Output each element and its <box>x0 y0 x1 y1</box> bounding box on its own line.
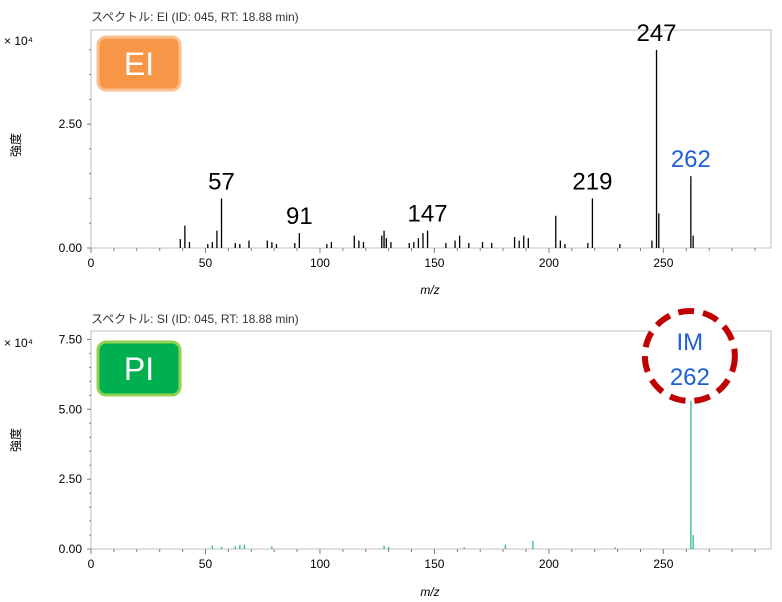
pi-badge-label: PI <box>124 351 154 387</box>
pi-x-tick-label: 250 <box>653 557 673 571</box>
ei-badge-label: EI <box>124 46 154 82</box>
pi-plot-frame <box>90 330 772 550</box>
ei-x-tick-label: 150 <box>424 256 444 270</box>
ei-peak-label: 262 <box>671 146 711 173</box>
ei-x-tick-label: 0 <box>88 256 95 270</box>
pi-im-label: 262 <box>670 364 710 391</box>
pi-x-tick-label: 0 <box>88 557 95 571</box>
ei-peak-label: 91 <box>286 203 313 230</box>
ei-x-tick-label: 200 <box>539 256 559 270</box>
ei-peak-label: 247 <box>636 20 676 47</box>
pi-y-label: 強度 <box>8 428 23 452</box>
pi-badge-box <box>96 340 182 397</box>
pi-y-tick-label: 0.00 <box>59 542 83 556</box>
ei-y-tick-label: 2.50 <box>59 117 83 131</box>
pi-badge: PI <box>96 340 182 397</box>
ei-x-tick-label: 250 <box>653 256 673 270</box>
ei-panel: スペクトル: EI (ID: 045, RT: 18.88 min) × 10⁴… <box>4 10 772 297</box>
ei-peak-label: 57 <box>208 168 235 195</box>
pi-x-tick-label: 50 <box>199 557 213 571</box>
ei-y-label: 強度 <box>8 133 23 157</box>
pi-panel: スペクトル: SI (ID: 045, RT: 18.88 min) × 10⁴… <box>4 308 772 599</box>
pi-y-tick-label: 2.50 <box>59 472 83 486</box>
ei-badge-box <box>96 35 182 92</box>
ei-badge: EI <box>96 35 182 92</box>
ei-y-tick-label: 0.00 <box>59 241 83 255</box>
ei-x-tick-label: 50 <box>199 256 213 270</box>
ei-peak-label: 219 <box>572 168 612 195</box>
ei-peak-label: 147 <box>408 201 448 228</box>
ei-title: スペクトル: EI (ID: 045, RT: 18.88 min) <box>91 10 299 24</box>
pi-y-tick-label: 5.00 <box>59 402 83 416</box>
ei-x-label: m/z <box>420 283 439 297</box>
ei-x-tick-label: 100 <box>310 256 330 270</box>
pi-im-ring <box>641 308 738 404</box>
pi-y-tick-label: 7.50 <box>59 332 83 346</box>
ei-plot-frame <box>90 29 772 249</box>
pi-y-multiplier: × 10⁴ <box>4 336 33 350</box>
pi-x-tick-label: 100 <box>310 557 330 571</box>
pi-title: スペクトル: SI (ID: 045, RT: 18.88 min) <box>91 312 299 326</box>
ei-y-multiplier: × 10⁴ <box>4 34 33 48</box>
pi-x-tick-label: 150 <box>424 557 444 571</box>
pi-im-label: IM <box>677 329 704 356</box>
pi-x-label: m/z <box>420 585 439 599</box>
pi-x-tick-label: 200 <box>539 557 559 571</box>
